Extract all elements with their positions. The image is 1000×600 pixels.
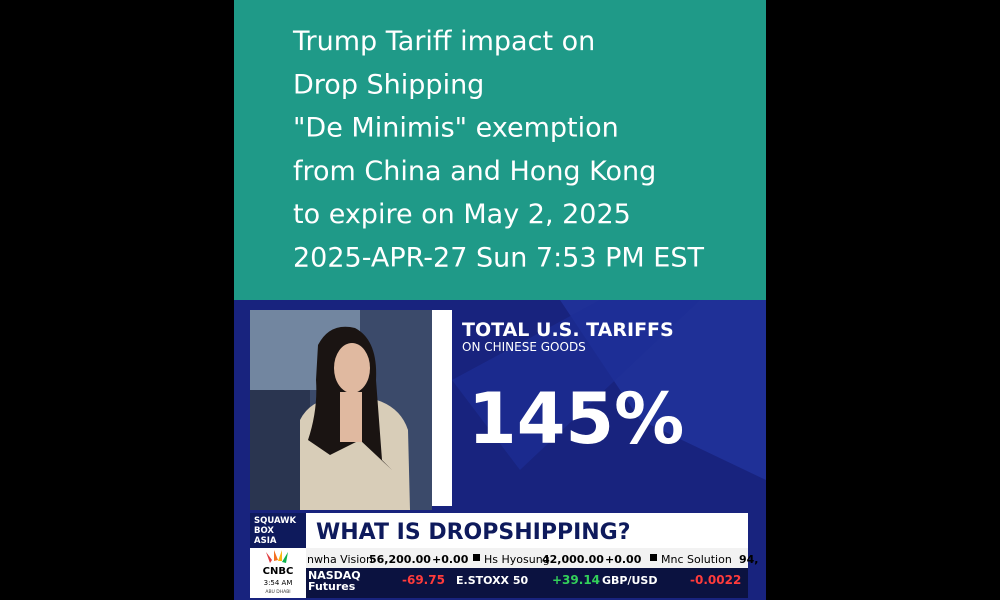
market-change: +39.14	[552, 573, 600, 587]
graphic-title: TOTAL U.S. TARIFFS	[462, 319, 674, 341]
ticker-price: 56,200.00	[369, 553, 431, 566]
presenter-neck	[340, 392, 362, 442]
market-name: GBP/USD	[602, 574, 657, 587]
ticker-separator	[650, 554, 657, 561]
divider-bar	[432, 310, 452, 506]
markets-bar	[306, 568, 748, 598]
ticker-price: 94,	[739, 553, 759, 566]
clock-location: ABU DHABI	[265, 589, 290, 595]
headline-bar	[306, 513, 748, 548]
overlay-line: from China and Hong Kong	[293, 156, 656, 187]
overlay-panel	[234, 0, 766, 300]
overlay-line: "De Minimis" exemption	[293, 113, 619, 144]
ticker-name: Hs Hyosung	[484, 553, 550, 566]
show-badge	[250, 513, 306, 548]
market-name: E.STOXX 50	[456, 574, 529, 587]
presenter-face	[334, 343, 370, 393]
market-name: Futures	[308, 580, 356, 593]
ticker-name: nwha Vision	[307, 553, 373, 566]
cnbc-logo	[266, 550, 288, 563]
logo-feather	[274, 550, 278, 561]
background-shape	[452, 300, 700, 470]
overlay-line: to expire on May 2, 2025	[293, 199, 631, 230]
headline: WHAT IS DROPSHIPPING?	[316, 520, 631, 545]
clock-box	[250, 548, 306, 598]
overlay-line: Trump Tariff impact on	[292, 26, 595, 57]
market-name: NASDAQ	[308, 569, 361, 582]
show-name: ASIA	[254, 536, 277, 546]
show-name: BOX	[254, 526, 274, 536]
ticker-change: +0.00	[605, 553, 642, 566]
logo-feather	[282, 552, 288, 563]
market-change: -0.0022	[690, 573, 741, 587]
market-change: -69.75	[402, 573, 445, 587]
ticker-bar	[306, 548, 748, 568]
show-name: SQUAWK	[254, 516, 297, 526]
overlay-line: Drop Shipping	[293, 69, 484, 100]
graphic-subtitle: ON CHINESE GOODS	[462, 340, 586, 354]
logo-feather	[278, 550, 282, 561]
ticker-price: 42,000.00	[542, 553, 604, 566]
graphic-value: 145%	[468, 378, 684, 460]
ticker-change: +0.00	[432, 553, 469, 566]
ticker-name: Mnc Solution	[661, 553, 732, 566]
logo-feather	[266, 552, 272, 563]
ticker-separator	[473, 554, 480, 561]
network: CNBC	[263, 566, 294, 577]
overlay-text: Trump Tariff impact on Drop Shipping "De M…	[292, 26, 704, 274]
clock-time: 3:54 AM	[264, 579, 293, 587]
overlay-line: 2025-APR-27 Sun 7:53 PM EST	[293, 243, 704, 274]
